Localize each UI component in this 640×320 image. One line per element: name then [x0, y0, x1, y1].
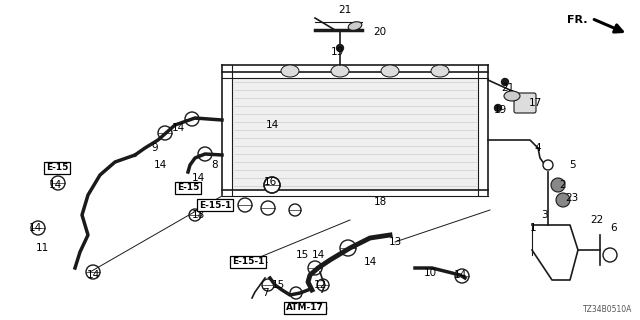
Text: 14: 14: [453, 270, 467, 280]
Circle shape: [264, 177, 280, 193]
Text: 17: 17: [529, 98, 541, 108]
Text: ATM-17: ATM-17: [286, 303, 324, 313]
Circle shape: [337, 44, 344, 52]
Text: 9: 9: [152, 143, 158, 153]
Text: 12: 12: [314, 280, 326, 290]
Ellipse shape: [431, 65, 449, 77]
Text: 14: 14: [191, 173, 205, 183]
Ellipse shape: [504, 91, 520, 101]
Circle shape: [556, 193, 570, 207]
Text: 14: 14: [49, 180, 61, 190]
Text: 5: 5: [569, 160, 575, 170]
Text: 14: 14: [266, 120, 278, 130]
Text: FR.: FR.: [568, 15, 588, 25]
Text: 15: 15: [296, 250, 308, 260]
Text: 19: 19: [493, 105, 507, 115]
Text: 11: 11: [35, 243, 49, 253]
Text: 8: 8: [212, 160, 218, 170]
Text: 3: 3: [541, 210, 547, 220]
Text: 14: 14: [312, 250, 324, 260]
Text: 14: 14: [255, 257, 269, 267]
Text: 13: 13: [388, 237, 402, 247]
Ellipse shape: [348, 22, 362, 30]
Ellipse shape: [381, 65, 399, 77]
Circle shape: [603, 248, 617, 262]
Text: 14: 14: [86, 270, 100, 280]
Ellipse shape: [281, 65, 299, 77]
Text: E-15: E-15: [177, 183, 199, 193]
Circle shape: [502, 78, 509, 85]
Text: 20: 20: [373, 27, 387, 37]
Text: 14: 14: [28, 223, 42, 233]
Text: 15: 15: [271, 280, 285, 290]
Text: E-15: E-15: [46, 164, 68, 172]
Text: 22: 22: [590, 215, 604, 225]
Text: 19: 19: [330, 47, 344, 57]
Text: 14: 14: [364, 257, 376, 267]
Text: 14: 14: [172, 123, 184, 133]
Circle shape: [551, 178, 565, 192]
Text: 2: 2: [560, 180, 566, 190]
Text: 4: 4: [534, 143, 541, 153]
Text: 21: 21: [501, 83, 515, 93]
Text: E-15-1: E-15-1: [232, 258, 264, 267]
FancyBboxPatch shape: [232, 78, 478, 190]
Text: 6: 6: [611, 223, 618, 233]
Text: 21: 21: [339, 5, 351, 15]
Text: E-15-1: E-15-1: [199, 201, 231, 210]
FancyBboxPatch shape: [514, 93, 536, 113]
Text: 18: 18: [191, 210, 205, 220]
Circle shape: [543, 160, 553, 170]
Text: 7: 7: [262, 288, 268, 298]
Text: 16: 16: [264, 177, 276, 187]
Text: TZ34B0510A: TZ34B0510A: [582, 305, 632, 314]
Text: 14: 14: [154, 160, 166, 170]
Ellipse shape: [331, 65, 349, 77]
Text: 23: 23: [565, 193, 579, 203]
Text: 1: 1: [530, 223, 536, 233]
Text: 18: 18: [373, 197, 387, 207]
Text: 10: 10: [424, 268, 436, 278]
Circle shape: [495, 105, 502, 111]
